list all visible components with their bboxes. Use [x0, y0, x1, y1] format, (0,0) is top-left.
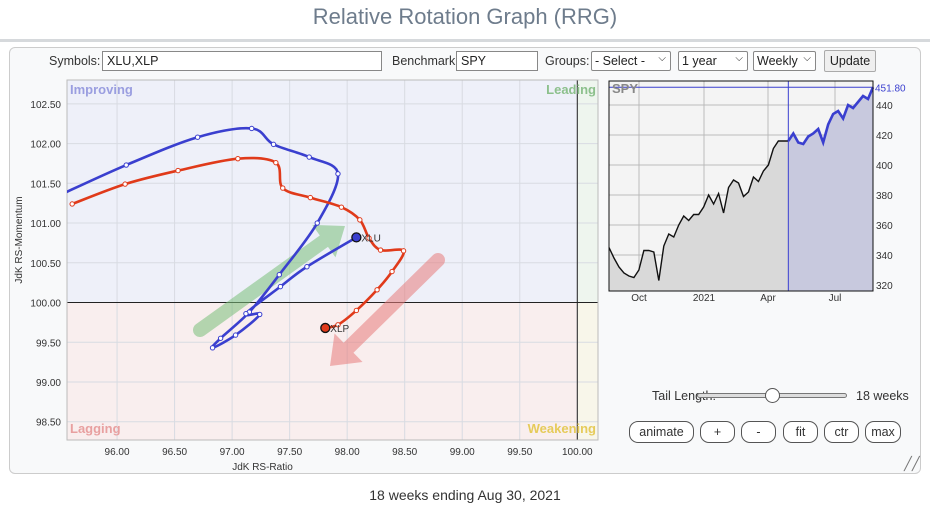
x-tick-label: 98.50 — [392, 447, 417, 458]
trail-point — [232, 332, 239, 338]
series-label-xlp: XLP — [330, 324, 349, 335]
zoom-in-button[interactable]: + — [700, 421, 735, 443]
symbols-label: Symbols: — [49, 54, 101, 68]
tail-length-value: 18 weeks — [856, 389, 909, 403]
chevron-down-icon: ⌵ — [803, 53, 811, 64]
trail-point — [366, 235, 372, 241]
arrow-down-left-icon — [330, 253, 445, 366]
period-select[interactable]: 1 year ⌵ — [678, 51, 748, 71]
trail-point — [209, 345, 216, 351]
y-tick-label: 101.50 — [30, 179, 61, 190]
trail-point — [270, 141, 277, 148]
trails — [57, 125, 407, 351]
benchmark-label: Benchmark: — [392, 54, 459, 68]
y-tick-label: 101.00 — [30, 219, 61, 230]
x-tick-label: 96.50 — [162, 447, 187, 458]
trail-point — [374, 287, 380, 293]
trail-point — [235, 155, 241, 162]
x-tick-label: 99.50 — [507, 447, 532, 458]
trail-point — [353, 307, 360, 314]
fit-button[interactable]: fit — [783, 421, 818, 443]
y-tick-label: 99.50 — [36, 338, 61, 349]
x-axis-label: JdK RS-Ratio — [232, 462, 293, 473]
trail-point — [273, 159, 279, 166]
trail-point — [243, 310, 249, 317]
animate-button[interactable]: animate — [629, 421, 694, 443]
center-button[interactable]: ctr — [824, 421, 859, 443]
quadrant-improving — [67, 80, 578, 303]
trail-point — [248, 125, 255, 132]
interval-select[interactable]: Weekly ⌵ — [753, 51, 816, 71]
x-tick-label: 96.00 — [105, 447, 130, 458]
trail-point — [257, 311, 263, 318]
benchmark-input[interactable]: SPY — [456, 51, 538, 71]
groups-label: Groups: — [545, 54, 590, 68]
head-xlp[interactable] — [320, 322, 331, 334]
tail-length-label: Tail Length: — [652, 389, 716, 403]
trail-point — [123, 162, 129, 168]
y-tick-label: 99.00 — [36, 378, 61, 389]
quadrant-lagging — [67, 302, 578, 440]
trail-point — [276, 272, 282, 278]
x-tick-label: 97.00 — [220, 447, 245, 458]
period-value: 1 year — [682, 54, 717, 68]
groups-value: - Select - — [595, 54, 646, 68]
quadrant-label-improving: Improving — [70, 82, 133, 97]
trail-point — [57, 193, 61, 197]
quadrant-label-leading: Leading — [546, 82, 596, 97]
x-tick-label: 98.00 — [335, 447, 360, 458]
head-xlu[interactable] — [351, 232, 362, 243]
series-label-xlu: XLU — [361, 233, 380, 244]
trail-point — [377, 247, 384, 253]
symbols-input[interactable]: XLU,XLP — [102, 51, 382, 71]
trail-point — [217, 335, 224, 341]
quadrant-weakening — [577, 302, 598, 440]
trail-point — [304, 264, 310, 270]
x-tick-label: 100.00 — [562, 447, 593, 458]
resize-handle-icon[interactable]: ╱╱ — [904, 456, 920, 471]
rrg-chart[interactable]: 96.00 96.50 97.00 97.50 98.00 98.50 99.00 99.50… — [0, 0, 600, 480]
y-tick-label: 98.50 — [36, 418, 61, 429]
trail-point — [277, 283, 284, 290]
trail-point — [194, 134, 201, 140]
trail-point — [69, 201, 75, 207]
trail-point — [307, 194, 314, 201]
x-tick-label: 97.50 — [277, 447, 302, 458]
chevron-down-icon: ⌵ — [658, 53, 666, 64]
groups-select[interactable]: - Select - ⌵ — [591, 51, 671, 71]
trail-point — [400, 248, 407, 254]
y-axis-label: JdK RS-Momentum — [14, 196, 25, 283]
divider — [0, 39, 930, 42]
y-tick-label: 100.50 — [30, 259, 61, 270]
trail-point — [389, 268, 395, 275]
trail-point — [335, 322, 341, 328]
trail-point — [314, 220, 320, 226]
max-button[interactable]: max — [865, 421, 901, 443]
x-tick-label: 99.00 — [450, 447, 475, 458]
trail-point — [357, 217, 363, 223]
y-tick-label: 102.00 — [30, 140, 61, 151]
zoom-out-button[interactable]: - — [741, 421, 776, 443]
plot-border — [66, 79, 599, 441]
trail-point — [175, 167, 181, 174]
update-button[interactable]: Update — [824, 50, 876, 72]
tail-length-slider-thumb[interactable] — [765, 388, 781, 403]
chevron-down-icon: ⌵ — [735, 53, 743, 64]
quadrant-label-weakening: Weakening — [528, 421, 596, 436]
quadrant-label-lagging: Lagging — [70, 421, 121, 436]
interval-value: Weekly — [757, 54, 798, 68]
y-tick-label: 102.50 — [30, 100, 61, 111]
footer-caption: 18 weeks ending Aug 30, 2021 — [369, 487, 561, 503]
trail-point — [280, 185, 286, 191]
trail-point — [122, 181, 128, 187]
quadrant-leading — [577, 80, 598, 303]
trail-point — [335, 171, 341, 177]
trail-point — [306, 154, 312, 160]
page-title: Relative Rotation Graph (RRG) — [312, 4, 618, 29]
trail-point — [338, 204, 345, 210]
y-tick-label: 100.00 — [30, 299, 61, 310]
